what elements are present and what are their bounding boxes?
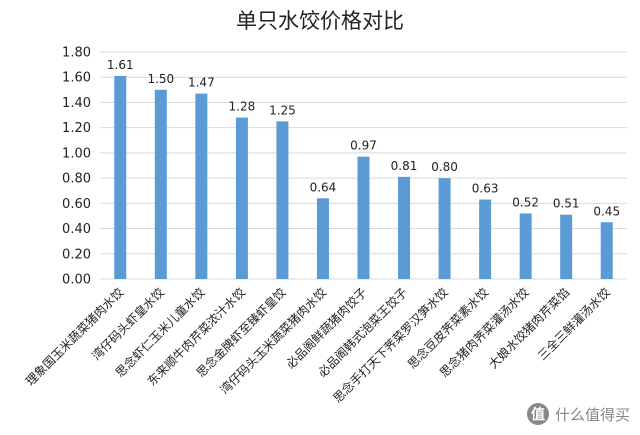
data-label: 0.97	[350, 139, 377, 153]
data-label: 0.80	[431, 160, 458, 174]
bar	[357, 156, 370, 279]
y-tick-label: 0.40	[62, 222, 91, 237]
y-tick-label: 1.20	[62, 121, 91, 136]
y-tick-label: 0.00	[62, 273, 91, 288]
data-label: 0.81	[391, 159, 418, 173]
x-axis: 理象国玉米蔬菜猪肉水饺湾仔码头虾皇水饺思念虾仁玉米儿童水饺东来顺牛肉芹菜浓汁水饺…	[22, 285, 612, 406]
data-label: 0.52	[512, 195, 539, 209]
bar	[398, 176, 411, 279]
watermark: 值 什么值得买	[526, 403, 630, 425]
data-label: 1.25	[269, 103, 296, 117]
bar	[316, 198, 329, 279]
bar	[479, 199, 492, 279]
y-tick-label: 0.20	[62, 247, 91, 262]
bar	[560, 214, 573, 279]
data-label: 0.63	[472, 182, 499, 196]
y-tick-label: 0.60	[62, 197, 91, 212]
y-tick-label: 1.00	[62, 146, 91, 161]
chart-title: 单只水饺价格对比	[236, 9, 404, 33]
bar	[195, 93, 208, 279]
bar	[519, 213, 532, 279]
bars	[114, 75, 613, 279]
data-label: 0.64	[310, 180, 337, 194]
watermark-text: 什么值得买	[554, 405, 630, 424]
bar	[438, 178, 451, 279]
data-label: 1.50	[147, 72, 174, 86]
y-tick-label: 0.80	[62, 172, 91, 187]
x-tick-label: 三全三鲜灌汤水饺	[534, 285, 612, 363]
bar	[235, 117, 248, 279]
data-label: 0.51	[553, 197, 580, 211]
data-label: 1.28	[229, 100, 256, 114]
bar	[276, 121, 289, 279]
y-tick-label: 1.40	[62, 96, 91, 111]
data-label: 1.47	[188, 76, 215, 90]
bar	[114, 75, 127, 279]
y-tick-label: 1.80	[62, 46, 91, 61]
bar	[600, 222, 613, 279]
data-label: 0.45	[593, 204, 620, 218]
y-tick-label: 1.60	[62, 71, 91, 86]
data-label: 1.61	[107, 58, 134, 72]
bar	[154, 89, 167, 279]
x-tick-label: 湾仔码头虾皇水饺	[88, 285, 166, 363]
brand-logo-icon: 值	[526, 403, 549, 425]
data-labels: 1.61 1.50 1.47 1.28 1.25 0.64 0.97 0.81 0.80 0.63…	[107, 58, 620, 218]
y-axis: 0.00 0.20 0.40 0.60 0.80 1.00 1.20 1.40 1.60 1.80	[62, 46, 91, 288]
